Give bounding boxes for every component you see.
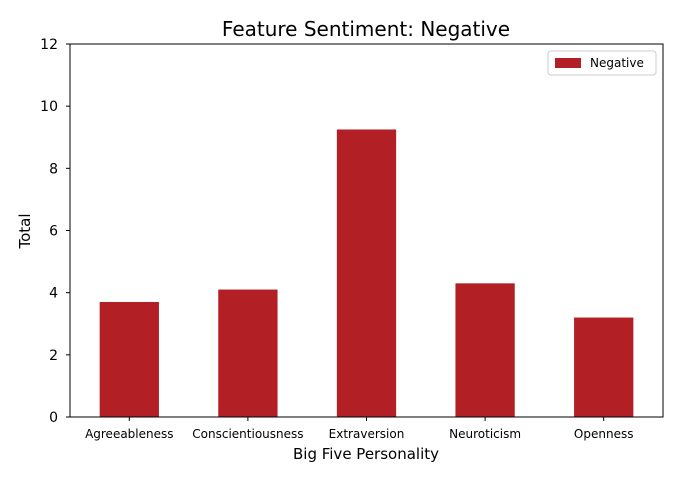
x-axis-label: Big Five Personality bbox=[293, 445, 439, 463]
y-tick-label: 12 bbox=[40, 37, 58, 53]
bar-neuroticism bbox=[455, 283, 515, 417]
y-tick-label: 4 bbox=[49, 286, 58, 302]
chart-title: Feature Sentiment: Negative bbox=[222, 17, 510, 41]
legend-frame bbox=[547, 50, 657, 76]
legend: Negative bbox=[547, 50, 657, 76]
bar-conscientiousness bbox=[218, 289, 278, 417]
x-tick-label: Extraversion bbox=[329, 427, 405, 441]
x-tick-label: Agreeableness bbox=[85, 427, 173, 441]
legend-swatch bbox=[555, 58, 581, 68]
bar-openness bbox=[574, 317, 634, 417]
y-axis-ticks: 0 2 4 6 8 10 12 bbox=[40, 37, 70, 426]
y-axis-label: Total bbox=[16, 213, 34, 249]
y-tick-label: 0 bbox=[49, 410, 58, 426]
x-tick-label: Openness bbox=[574, 427, 634, 441]
x-axis-ticks: Agreeableness Conscientiousness Extraversi… bbox=[85, 417, 633, 441]
x-tick-label: Conscientiousness bbox=[192, 427, 303, 441]
legend-label: Negative bbox=[590, 56, 644, 70]
x-tick-label: Neuroticism bbox=[449, 427, 521, 441]
bar-agreeableness bbox=[99, 301, 159, 417]
y-tick-label: 10 bbox=[40, 99, 58, 115]
plot-frame bbox=[69, 43, 664, 418]
y-tick-label: 8 bbox=[49, 161, 58, 177]
y-tick-label: 2 bbox=[49, 348, 58, 364]
bar-extraversion bbox=[336, 129, 397, 417]
y-tick-label: 6 bbox=[49, 224, 58, 240]
bars-group bbox=[99, 129, 634, 417]
